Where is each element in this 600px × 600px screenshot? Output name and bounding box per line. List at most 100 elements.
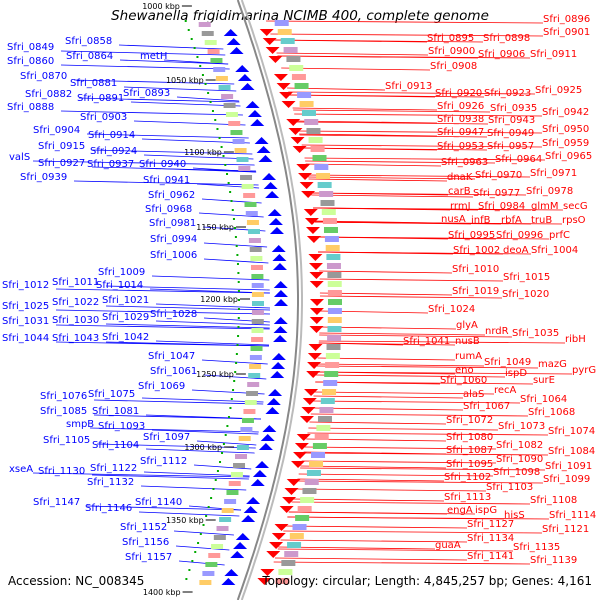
forward-gene-label[interactable]: Sfri_1006 xyxy=(150,250,197,261)
reverse-gene-label[interactable]: Sfri_0898 xyxy=(483,33,530,44)
reverse-gene-label[interactable]: Sfri_1113 xyxy=(444,492,491,503)
forward-gene-label[interactable]: Sfri_0941 xyxy=(143,175,190,186)
forward-gene-label[interactable]: Sfri_1105 xyxy=(43,435,90,446)
reverse-gene-label[interactable]: truB xyxy=(531,215,552,226)
forward-gene-label[interactable]: Sfri_1152 xyxy=(120,522,167,533)
forward-gene-label[interactable]: valS xyxy=(9,152,30,163)
forward-gene-label[interactable]: Sfri_1025 xyxy=(2,301,49,312)
reverse-gene-label[interactable]: Sfri_1080 xyxy=(446,432,493,443)
reverse-gene-label[interactable]: Sfri_0995 xyxy=(448,230,495,241)
reverse-gene-label[interactable]: Sfri_1002 xyxy=(453,245,500,256)
reverse-gene-label[interactable]: Sfri_1073 xyxy=(498,421,545,432)
forward-gene-label[interactable]: Sfri_1012 xyxy=(2,280,49,291)
reverse-gene-label[interactable]: Sfri_0959 xyxy=(542,138,589,149)
reverse-gene-label[interactable]: Sfri_1139 xyxy=(530,555,577,566)
forward-gene-label[interactable]: xseA xyxy=(9,464,33,475)
reverse-gene-label[interactable]: Sfri_1004 xyxy=(531,245,578,256)
forward-gene-label[interactable]: Sfri_0903 xyxy=(80,112,127,123)
reverse-gene-label[interactable]: engA xyxy=(447,505,473,516)
forward-gene-label[interactable]: Sfri_0858 xyxy=(65,36,112,47)
reverse-gene-label[interactable]: Sfri_0906 xyxy=(478,49,525,60)
reverse-gene-label[interactable]: Sfri_1134 xyxy=(467,533,514,544)
reverse-gene-label[interactable]: Sfri_0942 xyxy=(542,107,589,118)
reverse-gene-label[interactable]: recA xyxy=(494,385,517,396)
reverse-gene-label[interactable]: carB xyxy=(448,186,471,197)
reverse-gene-label[interactable]: Sfri_0926 xyxy=(437,101,484,112)
reverse-gene-label[interactable]: Sfri_0957 xyxy=(487,141,534,152)
forward-gene-label[interactable]: Sfri_1146 xyxy=(85,503,132,514)
forward-gene-label[interactable]: Sfri_0927 xyxy=(38,158,85,169)
reverse-gene-label[interactable]: hisS xyxy=(504,510,525,521)
forward-gene-label[interactable]: Sfri_1075 xyxy=(88,389,135,400)
forward-gene-label[interactable]: Sfri_1112 xyxy=(140,456,187,467)
forward-gene-label[interactable]: Sfri_0882 xyxy=(25,89,72,100)
reverse-gene-label[interactable]: Sfri_0925 xyxy=(535,85,582,96)
reverse-gene-label[interactable]: Sfri_0938 xyxy=(437,114,484,125)
forward-gene-label[interactable]: Sfri_0939 xyxy=(20,172,67,183)
forward-gene-label[interactable]: Sfri_1009 xyxy=(98,267,145,278)
forward-gene-label[interactable]: Sfri_1081 xyxy=(92,406,139,417)
forward-gene-label[interactable]: Sfri_1069 xyxy=(138,381,185,392)
reverse-gene-label[interactable]: Sfri_1019 xyxy=(452,286,499,297)
forward-gene-label[interactable]: Sfri_1076 xyxy=(40,391,87,402)
reverse-gene-label[interactable]: Sfri_1082 xyxy=(496,440,543,451)
reverse-gene-label[interactable]: ispG xyxy=(475,505,497,516)
reverse-gene-label[interactable]: glyA xyxy=(456,320,478,331)
reverse-gene-label[interactable]: Sfri_0963 xyxy=(441,157,488,168)
reverse-gene-label[interactable]: Sfri_0900 xyxy=(428,46,475,57)
reverse-gene-label[interactable]: Sfri_1049 xyxy=(484,357,531,368)
reverse-gene-label[interactable]: Sfri_1141 xyxy=(467,551,514,562)
reverse-gene-label[interactable]: Sfri_1010 xyxy=(452,264,499,275)
reverse-gene-label[interactable]: Sfri_0970 xyxy=(475,170,522,181)
forward-gene-label[interactable]: Sfri_0864 xyxy=(66,51,113,62)
forward-gene-label[interactable]: Sfri_0888 xyxy=(7,102,54,113)
forward-gene-label[interactable]: Sfri_1132 xyxy=(87,477,134,488)
reverse-gene-label[interactable]: secG xyxy=(563,201,588,212)
forward-gene-label[interactable]: Sfri_1042 xyxy=(102,332,149,343)
reverse-gene-label[interactable]: infB xyxy=(471,215,491,226)
reverse-gene-label[interactable]: rbfA xyxy=(501,215,522,226)
forward-gene-label[interactable]: Sfri_0981 xyxy=(149,218,196,229)
reverse-gene-label[interactable]: surE xyxy=(533,375,555,386)
forward-gene-label[interactable]: Sfri_1014 xyxy=(96,280,143,291)
forward-gene-label[interactable]: Sfri_1021 xyxy=(102,295,149,306)
reverse-gene-label[interactable]: Sfri_1087 xyxy=(446,445,493,456)
reverse-gene-label[interactable]: Sfri_0908 xyxy=(430,61,477,72)
reverse-gene-label[interactable]: Sfri_0923 xyxy=(484,88,531,99)
forward-gene-label[interactable]: Sfri_0937 xyxy=(87,159,134,170)
reverse-gene-label[interactable]: Sfri_1067 xyxy=(463,401,510,412)
reverse-gene-label[interactable]: Sfri_1068 xyxy=(528,407,575,418)
reverse-gene-label[interactable]: ribH xyxy=(565,334,586,345)
forward-gene-label[interactable]: Sfri_1147 xyxy=(33,497,80,508)
reverse-gene-label[interactable]: rrmJ xyxy=(450,201,471,212)
reverse-gene-label[interactable]: Sfri_0971 xyxy=(530,168,577,179)
reverse-gene-label[interactable]: nusA xyxy=(441,214,466,225)
reverse-gene-label[interactable]: Sfri_0996 xyxy=(496,230,543,241)
reverse-gene-label[interactable]: deoA xyxy=(503,245,529,256)
reverse-gene-label[interactable]: Sfri_0920 xyxy=(435,88,482,99)
forward-gene-label[interactable]: Sfri_0860 xyxy=(7,56,54,67)
reverse-gene-label[interactable]: Sfri_1024 xyxy=(428,304,475,315)
reverse-gene-label[interactable]: Sfri_1020 xyxy=(502,289,549,300)
reverse-gene-label[interactable]: Sfri_1074 xyxy=(548,426,595,437)
forward-gene-label[interactable]: Sfri_1104 xyxy=(92,440,139,451)
reverse-gene-label[interactable]: ispD xyxy=(505,368,527,379)
forward-gene-label[interactable]: Sfri_1061 xyxy=(150,366,197,377)
reverse-gene-label[interactable]: Sfri_0947 xyxy=(437,127,484,138)
reverse-gene-label[interactable]: mazG xyxy=(538,359,567,370)
forward-gene-label[interactable]: Sfri_1085 xyxy=(40,406,87,417)
reverse-gene-label[interactable]: prfC xyxy=(549,230,570,241)
reverse-gene-label[interactable]: Sfri_1084 xyxy=(548,446,595,457)
reverse-gene-label[interactable]: Sfri_0965 xyxy=(545,151,592,162)
forward-gene-label[interactable]: Sfri_0924 xyxy=(90,146,137,157)
reverse-gene-label[interactable]: Sfri_0895 xyxy=(427,33,474,44)
forward-gene-label[interactable]: Sfri_0994 xyxy=(150,234,197,245)
reverse-gene-label[interactable]: Sfri_1102 xyxy=(444,472,491,483)
forward-gene-label[interactable]: Sfri_0962 xyxy=(148,190,195,201)
reverse-gene-label[interactable]: Sfri_0901 xyxy=(543,27,590,38)
reverse-gene-label[interactable]: Sfri_0949 xyxy=(487,128,534,139)
reverse-gene-label[interactable]: Sfri_1095 xyxy=(446,459,493,470)
reverse-gene-label[interactable]: nrdR xyxy=(485,326,509,337)
reverse-gene-label[interactable]: Sfri_1064 xyxy=(520,394,567,405)
forward-gene-label[interactable]: Sfri_1043 xyxy=(52,333,99,344)
